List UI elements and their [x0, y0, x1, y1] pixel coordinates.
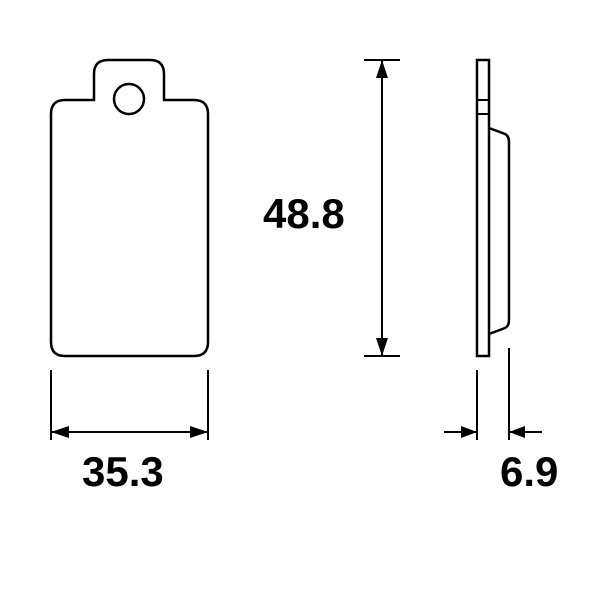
height-label: 48.8: [263, 190, 345, 238]
front-view: [51, 60, 208, 356]
technical-drawing: .ln { stroke:#000; stroke-width:2.5; fil…: [0, 0, 600, 600]
dimension-thickness: [444, 426, 542, 438]
side-view: [477, 60, 509, 356]
width-label: 35.3: [82, 448, 164, 496]
dimension-width: [51, 426, 208, 438]
thickness-label: 6.9: [500, 448, 558, 496]
dimension-height: [364, 60, 400, 356]
drawing-svg: .ln { stroke:#000; stroke-width:2.5; fil…: [0, 0, 600, 600]
mounting-hole: [114, 84, 144, 114]
